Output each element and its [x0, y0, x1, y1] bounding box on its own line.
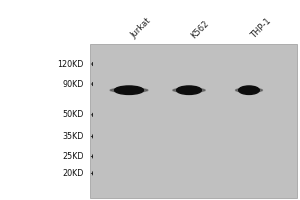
Text: 25KD: 25KD	[62, 152, 84, 161]
Text: K562: K562	[189, 19, 211, 40]
Text: THP-1: THP-1	[249, 16, 273, 40]
Ellipse shape	[173, 88, 205, 92]
Ellipse shape	[177, 86, 201, 94]
Ellipse shape	[115, 86, 143, 94]
Text: 120KD: 120KD	[58, 60, 84, 69]
Bar	[90, 44, 297, 198]
Ellipse shape	[236, 88, 262, 92]
Text: Jurkat: Jurkat	[129, 16, 153, 40]
Text: 35KD: 35KD	[63, 132, 84, 141]
Ellipse shape	[239, 86, 260, 94]
Text: 90KD: 90KD	[63, 80, 84, 89]
Text: 20KD: 20KD	[63, 169, 84, 178]
Ellipse shape	[110, 88, 148, 92]
Text: 50KD: 50KD	[63, 110, 84, 119]
